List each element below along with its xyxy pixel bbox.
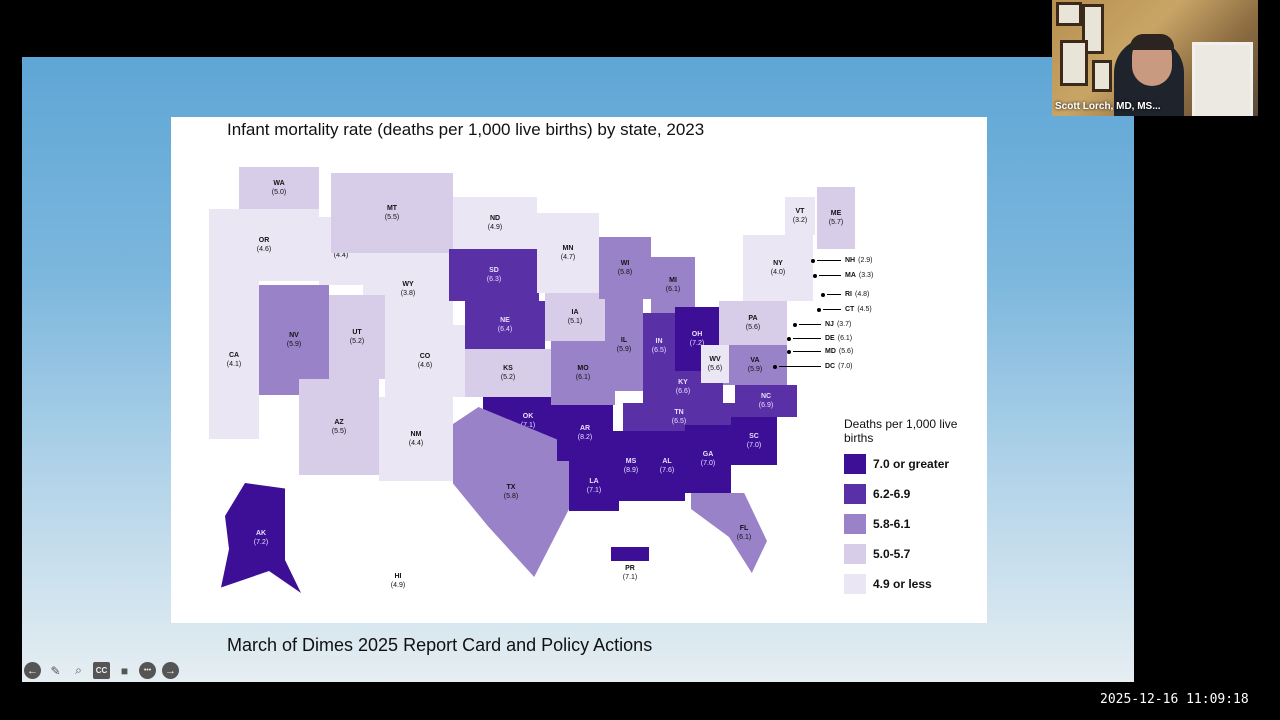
state-ny: NY (4.0) [743,235,813,301]
more-options-button[interactable]: ••• [139,662,156,679]
state-la: LA (7.1) [569,461,619,511]
callout-ct: CT (4.5) [817,306,872,313]
state-wv: WV (5.6) [701,345,729,383]
pen-tool-button[interactable]: ✎ [47,662,64,679]
next-slide-button[interactable]: → [162,662,179,679]
wall-frame [1092,60,1112,92]
legend-item: 5.8-6.1 [844,513,974,535]
camera-icon: ■ [120,663,129,678]
cc-icon: CC [95,666,108,675]
ellipsis-icon: ••• [143,667,152,674]
state-az: AZ (5.5) [299,379,379,475]
state-ne: NE (6.4) [465,301,545,349]
state-fl: FL (6.1) [691,493,767,573]
state-al: AL (7.6) [649,431,685,501]
camera-button[interactable]: ■ [116,662,133,679]
map-title: Infant mortality rate (deaths per 1,000 … [227,120,705,139]
state-me: ME (5.7) [817,187,855,249]
presentation-toolbar: ← ✎ ⌕ CC ■ ••• → [24,662,179,679]
state-ar: AR (8.2) [557,405,613,461]
state-vt: VT (3.2) [785,197,815,235]
map-legend: Deaths per 1,000 live births 7.0 or grea… [844,417,974,595]
wall-frame [1056,2,1082,26]
state-ia: IA (5.1) [545,293,605,341]
legend-item: 7.0 or greater [844,453,974,475]
speaker-name: Scott Lorch, MD, MS... [1055,101,1161,112]
state-hi: HI (4.9) [390,573,406,589]
presentation-slide: Infant mortality rate (deaths per 1,000 … [22,57,1134,682]
previous-slide-button[interactable]: ← [24,662,41,679]
captions-button[interactable]: CC [93,662,110,679]
state-sc: SC (7.0) [731,417,777,465]
wall-frame [1060,40,1088,86]
state-ak: AK (7.2) [221,483,301,593]
state-ms: MS (8.9) [613,431,649,501]
state-nd: ND (4.9) [453,197,537,249]
state-ca: CA (4.1) [209,281,259,439]
state-ga: GA (7.0) [685,425,731,493]
callout-nj: NJ (3.7) [793,321,851,328]
state-ks: KS (5.2) [465,349,551,397]
state-co: CO (4.6) [385,325,465,397]
magnifier-icon: ⌕ [75,663,82,677]
state-pr-label: PR (7.1) [622,565,638,581]
speaker-video-tile[interactable]: Scott Lorch, MD, MS... [1052,0,1258,116]
state-pr [611,547,649,561]
callout-dc: DC (7.0) [773,363,853,370]
callout-md: MD (5.6) [787,348,853,355]
callout-ri: RI (4.8) [821,291,869,298]
state-pa: PA (5.6) [719,301,787,345]
state-wi: WI (5.8) [599,237,651,299]
state-wa: WA (5.0) [239,167,319,209]
callout-nh: NH (2.9) [811,257,873,264]
state-nc: NC (6.9) [735,385,797,417]
legend-item: 6.2-6.9 [844,483,974,505]
slide-footer-title: March of Dimes 2025 Report Card and Poli… [227,635,653,655]
legend-item: 4.9 or less [844,573,974,595]
callout-ma: MA (3.3) [813,272,873,279]
state-ut: UT (5.2) [329,295,385,379]
state-mn: MN (4.7) [537,213,599,293]
state-in: IN (6.5) [643,313,675,379]
bookshelf [1192,42,1253,116]
zoom-button[interactable]: ⌕ [70,662,87,679]
callout-de: DE (6.1) [787,335,852,342]
state-mt: MT (5.5) [331,173,453,253]
state-mi: MI (6.1) [651,257,695,313]
recording-timestamp: 2025-12-16 11:09:18 [1100,692,1249,707]
arrow-right-icon: → [165,664,176,677]
speaker-hair [1130,34,1174,50]
state-nm: NM (4.4) [379,397,453,481]
pen-icon: ✎ [50,663,61,678]
state-mo: MO (6.1) [551,341,615,405]
state-sd: SD (6.3) [449,249,539,301]
legend-item: 5.0-5.7 [844,543,974,565]
state-nv: NV (5.9) [259,285,329,395]
state-or: OR (4.6) [209,209,319,281]
legend-title: Deaths per 1,000 live births [844,417,958,445]
state-il: IL (5.9) [605,299,643,391]
arrow-left-icon: ← [27,664,38,677]
map-card: Infant mortality rate (deaths per 1,000 … [171,117,987,623]
